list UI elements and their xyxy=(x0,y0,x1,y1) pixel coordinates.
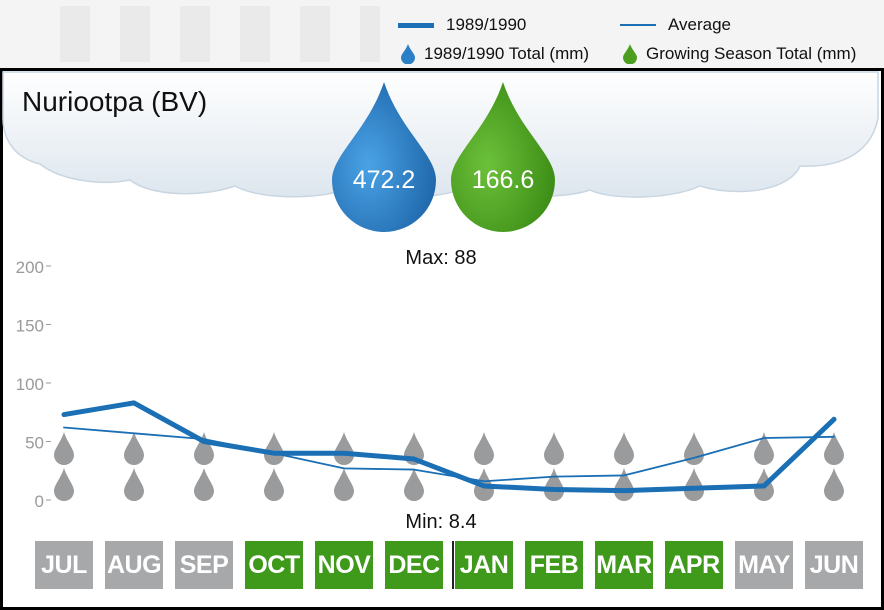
grey-drop-icon xyxy=(754,432,774,465)
month-label-may: MAY xyxy=(735,541,793,589)
min-label: Min: 8.4 xyxy=(405,511,477,533)
legend-growing: Growing Season Total (mm) xyxy=(622,44,856,64)
grey-drop-icon xyxy=(334,432,354,465)
grey-drop-icon xyxy=(54,468,74,501)
grey-drop-icon xyxy=(194,432,214,465)
blue-drop-icon xyxy=(401,44,415,64)
month-label-aug: AUG xyxy=(105,541,163,589)
legend-thick-line-icon xyxy=(398,22,434,28)
month-label-jul: JUL xyxy=(35,541,93,589)
chart-lines xyxy=(61,400,837,494)
grey-drop-icon xyxy=(404,468,424,501)
grey-drop-icon xyxy=(824,432,844,465)
grey-drop-icon xyxy=(124,432,144,465)
series-line-average xyxy=(63,426,835,483)
legend-bar: 1989/1990 Average 1989/1990 Total (mm) G… xyxy=(0,0,884,68)
y-tick-label: 100 xyxy=(16,375,44,394)
legend-growing-label: Growing Season Total (mm) xyxy=(646,44,857,63)
season-total-drop xyxy=(332,82,436,232)
grey-drop-icon xyxy=(334,468,354,501)
chart-canvas: 0 50 100 150 200 xyxy=(2,71,879,511)
month-label-mar: MAR xyxy=(595,541,653,589)
series-line-1989-1990 xyxy=(61,400,837,494)
grey-drop-icon xyxy=(124,468,144,501)
season-divider xyxy=(452,541,454,589)
legend-average: Average xyxy=(620,15,731,35)
max-label: Max: 88 xyxy=(405,247,477,269)
month-label-apr: APR xyxy=(665,541,723,589)
grey-drop-icon xyxy=(264,432,284,465)
month-label-nov: NOV xyxy=(315,541,373,589)
legend-series: 1989/1990 xyxy=(398,15,526,35)
grey-drop-icon xyxy=(474,432,494,465)
legend-total: 1989/1990 Total (mm) xyxy=(400,44,589,64)
month-label-oct: OCT xyxy=(245,541,303,589)
y-tick-label: 50 xyxy=(25,434,44,453)
month-label-jun: JUN xyxy=(805,541,863,589)
y-tick-label: 150 xyxy=(16,317,44,336)
y-tick-label: 200 xyxy=(16,258,44,277)
growing-total-value: 166.6 xyxy=(471,166,535,194)
grey-drop-icon xyxy=(544,468,564,501)
season-total-value: 472.2 xyxy=(352,166,416,194)
legend-thin-line-icon xyxy=(620,24,656,26)
grey-drop-icon xyxy=(614,432,634,465)
grey-drop-icon xyxy=(54,432,74,465)
station-title: Nuriootpa (BV) xyxy=(22,86,208,117)
cloud-background xyxy=(2,71,879,199)
month-label-feb: FEB xyxy=(525,541,583,589)
grey-drop-icon xyxy=(544,432,564,465)
grey-drop-icon xyxy=(824,468,844,501)
month-label-dec: DEC xyxy=(385,541,443,589)
grey-drop-icon xyxy=(194,468,214,501)
grey-drop-icon xyxy=(684,468,704,501)
y-tick-label: 0 xyxy=(35,492,44,511)
grey-drop-icon xyxy=(264,468,284,501)
legend-total-label: 1989/1990 Total (mm) xyxy=(424,44,590,63)
legend-series-label: 1989/1990 xyxy=(446,15,527,34)
month-label-jan: JAN xyxy=(455,541,513,589)
growing-total-drop xyxy=(451,82,555,232)
month-label-sep: SEP xyxy=(175,541,233,589)
legend-average-label: Average xyxy=(668,15,732,34)
green-drop-icon xyxy=(623,44,637,64)
ground-drops xyxy=(54,432,844,501)
background-logo xyxy=(60,6,380,62)
y-axis: 0 50 100 150 200 xyxy=(16,258,51,511)
